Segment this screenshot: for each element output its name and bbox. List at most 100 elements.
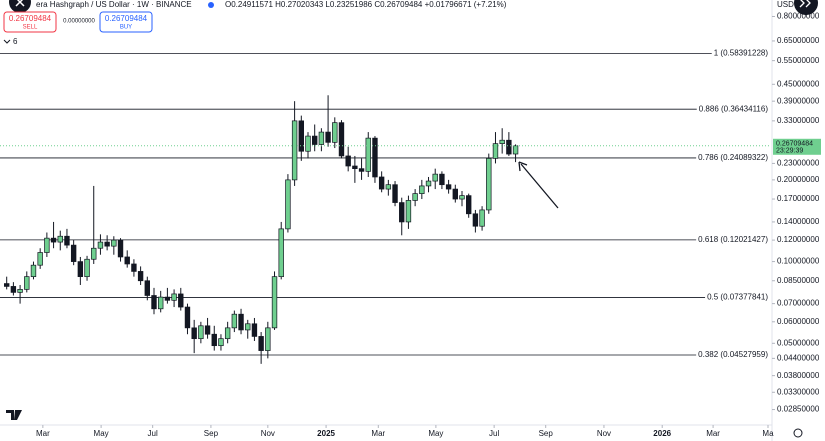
candle-body (399, 202, 405, 223)
candle-body (77, 261, 84, 278)
candle-body (124, 256, 130, 265)
x-tick-label: Sep (539, 429, 554, 438)
buy-button[interactable] (99, 11, 153, 33)
y-tick-label: 0.23000000 (777, 159, 820, 168)
candle-body (385, 184, 392, 190)
fib-label-bg (696, 153, 771, 163)
y-tick-label: 0.39000000 (777, 96, 820, 105)
x-tick-label: 2025 (317, 429, 335, 438)
candle-body (17, 289, 23, 293)
candle-body (57, 235, 63, 243)
candle-body (365, 137, 371, 172)
candle-body (419, 185, 425, 194)
candle-body (231, 313, 238, 329)
sell-label: SELL (23, 25, 38, 31)
candle-body (37, 252, 43, 266)
sell-price: 0.26709484 (9, 14, 52, 23)
y-tick-label: 0.07000000 (777, 299, 820, 308)
fib-level-label: 0.886 (0.36434116) (699, 104, 769, 113)
candle-body (312, 135, 318, 145)
candle-body (211, 333, 217, 347)
candle-body (70, 244, 77, 262)
candle-body (466, 195, 472, 215)
y-tick-label: 0.02850000 (777, 405, 820, 414)
candle-body (198, 325, 204, 340)
candle-body (245, 323, 251, 331)
y-tick-label: 0.05000000 (777, 338, 820, 347)
candle-body (84, 258, 90, 278)
x-tick-label: Sep (204, 429, 219, 438)
candle-body (251, 323, 258, 337)
fib-label-bg (711, 48, 771, 58)
candle-body (452, 188, 458, 200)
candle-body (338, 122, 345, 157)
candle-body (10, 286, 17, 293)
candle-body (352, 165, 358, 169)
candle-body (285, 179, 291, 230)
candle-body (204, 325, 211, 335)
candle-body (486, 158, 492, 211)
currency: USD (777, 0, 794, 9)
y-tick-label: 0.65000000 (777, 36, 820, 45)
candle-body (472, 213, 479, 227)
expand-icon (799, 0, 811, 8)
y-tick-label: 0.03800000 (777, 371, 820, 380)
candle-body (91, 247, 97, 260)
symbol-title: era Hashgraph / US Dollar · 1W · BINANCE (36, 0, 192, 9)
candle-body (258, 336, 264, 351)
sell-button[interactable] (3, 11, 57, 33)
candle-body (345, 155, 351, 167)
y-tick-label: 0.55000000 (777, 56, 820, 65)
candle-body (298, 120, 304, 152)
candle-body (432, 173, 438, 182)
buy-price: 0.26709484 (105, 14, 148, 23)
y-tick-label: 0.20000000 (777, 175, 820, 184)
candle-body (412, 193, 418, 201)
arrow-head (518, 161, 528, 172)
y-tick-label: 0.04400000 (777, 353, 820, 362)
y-tick-label: 0.03300000 (777, 387, 820, 396)
indicators-chevron[interactable] (3, 39, 11, 44)
plot-area: 1 (0.58391228) 0.886 (0.36434116) 0.786 (0… (0, 48, 771, 364)
candle-body (117, 239, 124, 258)
countdown: 23:29:39 (776, 148, 803, 155)
x-tick-label: Nov (261, 429, 275, 438)
candle-body (265, 327, 271, 351)
fib-level-label: 0.618 (0.12021427) (698, 235, 768, 244)
candle-body (64, 235, 70, 246)
candle-body (445, 184, 452, 190)
candle-body (171, 293, 177, 301)
candle-body (392, 184, 398, 203)
candle-body (332, 122, 338, 143)
candle-body (178, 293, 184, 308)
y-tick-label: 0.06000000 (777, 317, 820, 326)
y-tick-label: 0.80000000 (777, 12, 820, 21)
close-button[interactable] (9, 0, 31, 13)
buy-label: BUY (120, 25, 132, 31)
candle-body (224, 327, 231, 340)
ohlc-values: O0.24911571 H0.27020343 L0.23251986 C0.2… (225, 0, 507, 9)
x-tick-label: Ma (762, 429, 774, 438)
candle-body (425, 180, 432, 187)
candle-body (111, 239, 117, 247)
fib-label-bg (705, 292, 771, 302)
fib-level-label: 0.5 (0.07377841) (707, 293, 768, 302)
y-tick-label: 0.08500000 (777, 276, 820, 285)
candle-body (318, 131, 325, 145)
candle-body (512, 145, 519, 155)
candle-body (184, 306, 191, 329)
expand-button[interactable] (794, 0, 818, 15)
candle-body (44, 237, 50, 253)
fib-label-bg (696, 104, 771, 114)
close-icon (15, 0, 25, 7)
y-tick-label: 0.10000000 (777, 257, 820, 266)
candle-body (97, 241, 104, 249)
candle-body (218, 338, 224, 347)
x-tick-label: Jul (489, 429, 499, 438)
candle-body (378, 176, 385, 190)
candle-body (151, 295, 157, 310)
fib-level-label: 0.382 (0.04527959) (698, 350, 768, 359)
last-price-label: 0.26709484 (776, 141, 813, 148)
settings-icon[interactable] (793, 428, 803, 438)
